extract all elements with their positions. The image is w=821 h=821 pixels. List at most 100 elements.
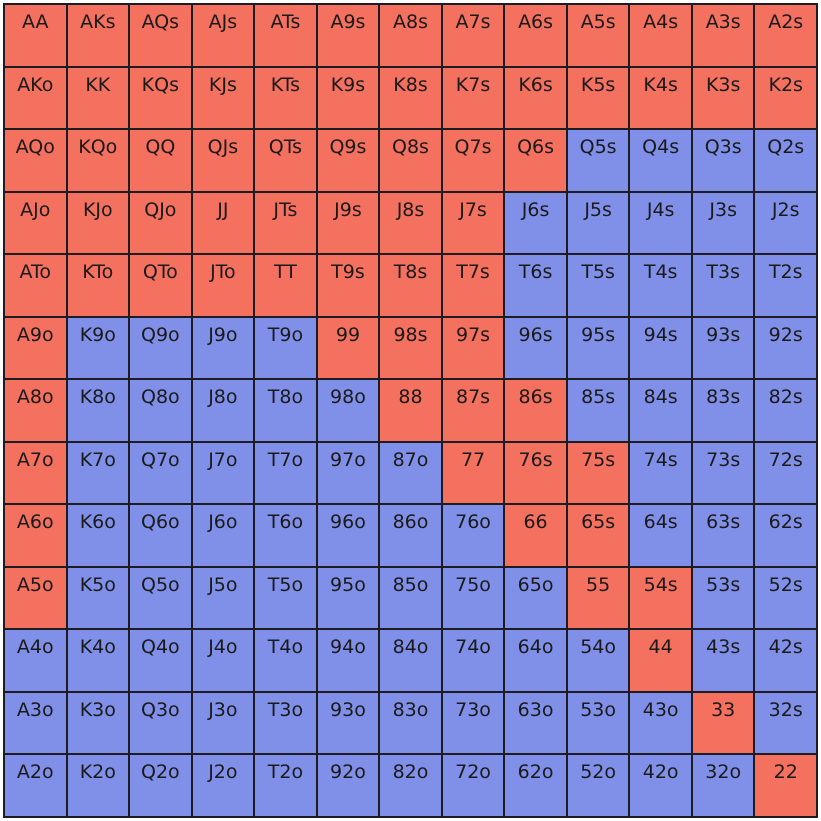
hand-cell-offsuit[interactable]: ATo [5,255,66,316]
hand-cell-suited[interactable]: 92s [755,317,816,379]
hand-cell-offsuit[interactable]: 95o [317,567,379,629]
hand-cell-offsuit[interactable]: A5o [5,567,66,629]
hand-cell-offsuit[interactable]: 98o [317,380,379,441]
hand-cell-offsuit[interactable]: 94o [317,630,379,691]
hand-cell-pair[interactable]: JJ [192,192,254,254]
hand-cell-suited[interactable]: 63s [692,505,754,566]
hand-cell-suited[interactable]: 65s [567,505,629,566]
hand-cell-suited[interactable]: Q5s [567,130,629,191]
hand-cell-suited[interactable]: 53s [692,567,754,629]
hand-cell-suited[interactable]: J7s [442,192,504,254]
hand-cell-offsuit[interactable]: A3o [5,692,66,754]
hand-cell-offsuit[interactable]: QJo [130,192,191,254]
hand-cell-suited[interactable]: A9s [317,5,379,66]
hand-cell-offsuit[interactable]: K5o [67,567,129,629]
hand-cell-suited[interactable]: K6s [505,67,566,129]
hand-cell-suited[interactable]: 32s [755,692,816,754]
hand-cell-pair[interactable]: 55 [567,567,629,629]
hand-cell-offsuit[interactable]: 42o [630,755,691,816]
hand-cell-pair[interactable]: 66 [505,505,566,566]
hand-cell-suited[interactable]: A2s [755,5,816,66]
hand-cell-offsuit[interactable]: A4o [5,630,66,691]
hand-cell-offsuit[interactable]: AJo [5,192,66,254]
hand-cell-offsuit[interactable]: KJo [67,192,129,254]
hand-cell-offsuit[interactable]: KQo [67,130,129,191]
hand-cell-suited[interactable]: 64s [630,505,691,566]
hand-cell-suited[interactable]: 96s [505,317,566,379]
hand-cell-offsuit[interactable]: K2o [67,755,129,816]
hand-cell-offsuit[interactable]: T3o [255,692,316,754]
hand-cell-suited[interactable]: J4s [630,192,691,254]
hand-cell-suited[interactable]: 85s [567,380,629,441]
hand-cell-suited[interactable]: 97s [442,317,504,379]
hand-cell-offsuit[interactable]: A9o [5,317,66,379]
hand-cell-suited[interactable]: A7s [442,5,504,66]
hand-cell-suited[interactable]: J2s [755,192,816,254]
hand-cell-offsuit[interactable]: 54o [567,630,629,691]
hand-cell-offsuit[interactable]: T9o [255,317,316,379]
hand-cell-suited[interactable]: AQs [130,5,191,66]
hand-cell-suited[interactable]: 42s [755,630,816,691]
hand-cell-offsuit[interactable]: 52o [567,755,629,816]
hand-cell-suited[interactable]: QTs [255,130,316,191]
hand-cell-suited[interactable]: A8s [380,5,441,66]
hand-cell-offsuit[interactable]: A2o [5,755,66,816]
hand-cell-suited[interactable]: J3s [692,192,754,254]
hand-cell-offsuit[interactable]: T6o [255,505,316,566]
hand-cell-suited[interactable]: 83s [692,380,754,441]
hand-cell-offsuit[interactable]: 64o [505,630,566,691]
hand-cell-offsuit[interactable]: T2o [255,755,316,816]
hand-cell-offsuit[interactable]: Q8o [130,380,191,441]
hand-cell-pair[interactable]: 99 [317,317,379,379]
hand-cell-suited[interactable]: 62s [755,505,816,566]
hand-cell-suited[interactable]: 74s [630,442,691,504]
hand-cell-suited[interactable]: K2s [755,67,816,129]
hand-cell-offsuit[interactable]: Q6o [130,505,191,566]
hand-cell-pair[interactable]: 33 [692,692,754,754]
hand-cell-offsuit[interactable]: J3o [192,692,254,754]
hand-cell-offsuit[interactable]: K6o [67,505,129,566]
hand-cell-suited[interactable]: Q8s [380,130,441,191]
hand-cell-suited[interactable]: T6s [505,255,566,316]
hand-cell-suited[interactable]: K4s [630,67,691,129]
hand-cell-offsuit[interactable]: 62o [505,755,566,816]
hand-cell-suited[interactable]: K9s [317,67,379,129]
hand-cell-offsuit[interactable]: QTo [130,255,191,316]
hand-cell-suited[interactable]: A3s [692,5,754,66]
hand-cell-suited[interactable]: 98s [380,317,441,379]
hand-cell-suited[interactable]: Q3s [692,130,754,191]
hand-cell-suited[interactable]: KQs [130,67,191,129]
hand-cell-pair[interactable]: 77 [442,442,504,504]
hand-cell-suited[interactable]: J5s [567,192,629,254]
hand-cell-suited[interactable]: T8s [380,255,441,316]
hand-cell-offsuit[interactable]: 65o [505,567,566,629]
hand-cell-suited[interactable]: AJs [192,5,254,66]
hand-cell-suited[interactable]: 95s [567,317,629,379]
hand-cell-offsuit[interactable]: Q3o [130,692,191,754]
hand-cell-offsuit[interactable]: K9o [67,317,129,379]
hand-cell-offsuit[interactable]: 83o [380,692,441,754]
hand-cell-offsuit[interactable]: T5o [255,567,316,629]
hand-cell-offsuit[interactable]: 43o [630,692,691,754]
hand-cell-suited[interactable]: T5s [567,255,629,316]
hand-cell-suited[interactable]: A4s [630,5,691,66]
hand-cell-suited[interactable]: T9s [317,255,379,316]
hand-cell-offsuit[interactable]: Q5o [130,567,191,629]
hand-cell-offsuit[interactable]: 87o [380,442,441,504]
hand-cell-offsuit[interactable]: T8o [255,380,316,441]
hand-cell-suited[interactable]: T2s [755,255,816,316]
hand-cell-suited[interactable]: 82s [755,380,816,441]
hand-cell-offsuit[interactable]: 53o [567,692,629,754]
hand-cell-offsuit[interactable]: Q4o [130,630,191,691]
hand-cell-offsuit[interactable]: K4o [67,630,129,691]
hand-cell-pair[interactable]: QQ [130,130,191,191]
hand-cell-suited[interactable]: QJs [192,130,254,191]
hand-cell-suited[interactable]: 43s [692,630,754,691]
hand-cell-offsuit[interactable]: A7o [5,442,66,504]
hand-cell-suited[interactable]: 94s [630,317,691,379]
hand-cell-offsuit[interactable]: K3o [67,692,129,754]
hand-cell-suited[interactable]: K3s [692,67,754,129]
hand-cell-offsuit[interactable]: T7o [255,442,316,504]
hand-cell-offsuit[interactable]: J6o [192,505,254,566]
hand-cell-suited[interactable]: 52s [755,567,816,629]
